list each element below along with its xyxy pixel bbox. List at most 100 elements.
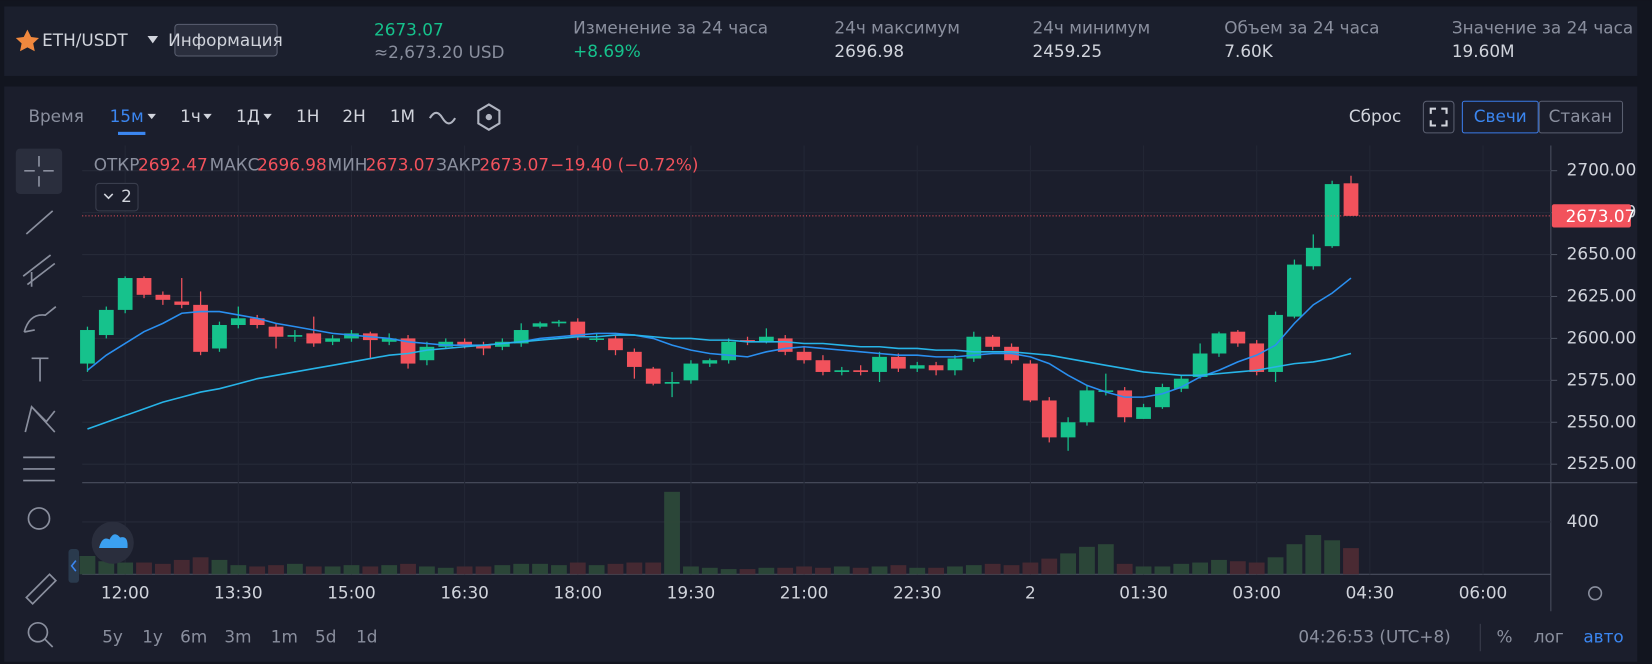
indicator-count: 2 bbox=[121, 186, 132, 206]
candle-body bbox=[1192, 353, 1208, 377]
legend-open: 2692.47 bbox=[138, 155, 208, 175]
interval-underline bbox=[118, 131, 146, 135]
candle-body bbox=[721, 341, 737, 361]
candle-body bbox=[1173, 378, 1189, 389]
candles-button-label[interactable]: Свечи bbox=[1474, 106, 1527, 126]
volume-bar bbox=[381, 565, 398, 575]
crosshair-tool[interactable] bbox=[24, 156, 54, 187]
candle-body bbox=[1041, 400, 1057, 438]
zoom-tool-handle bbox=[43, 637, 54, 648]
percent-toggle[interactable]: % bbox=[1496, 627, 1512, 647]
measure-tool[interactable] bbox=[23, 456, 55, 482]
candle-body bbox=[683, 363, 699, 381]
volume-bar bbox=[154, 563, 171, 575]
clock: 04:26:53 (UTC+8) bbox=[1298, 627, 1450, 647]
volume-bar bbox=[965, 565, 982, 575]
y-tick-label: 2600.00 bbox=[1567, 327, 1637, 347]
last-price-label: 2673.07 bbox=[1566, 206, 1636, 226]
stats: Изменение за 24 часа +8.69% 24ч максимум 26… bbox=[573, 18, 1633, 61]
volume-bar bbox=[1173, 563, 1190, 575]
info-button[interactable] bbox=[174, 23, 278, 57]
range-button[interactable]: 3m bbox=[224, 627, 251, 647]
intervals: 15м 1ч 1Д 1H 2H 1M bbox=[110, 106, 415, 135]
volume-bar bbox=[645, 562, 662, 575]
line-tool[interactable] bbox=[25, 210, 54, 235]
interval[interactable]: 1ч bbox=[180, 106, 201, 126]
moving-average bbox=[87, 334, 1352, 430]
volume-bar bbox=[1079, 546, 1095, 575]
candle-body bbox=[702, 360, 718, 364]
grid: 2525.00 2550.00 2575.00 2600.00 2625.00 2650.… bbox=[82, 145, 1637, 602]
candle-body bbox=[381, 338, 397, 342]
fullscreen-icon bbox=[1429, 107, 1448, 127]
log-toggle[interactable]: лог bbox=[1534, 627, 1564, 647]
volume-bar bbox=[173, 559, 190, 575]
range-button[interactable]: 5d bbox=[315, 627, 336, 647]
zoom-tool[interactable] bbox=[27, 621, 49, 643]
candle-body bbox=[570, 321, 586, 337]
indicator-icon[interactable] bbox=[428, 111, 457, 125]
candle-body bbox=[419, 346, 435, 361]
fullscreen-button[interactable] bbox=[1422, 100, 1455, 134]
range-button[interactable]: 6m bbox=[180, 627, 207, 647]
range-button[interactable]: 5y bbox=[102, 627, 123, 647]
candles-button[interactable] bbox=[1461, 100, 1539, 134]
stat-value: 2696.98 bbox=[834, 41, 904, 61]
volume-bar bbox=[1116, 563, 1133, 575]
candle-body bbox=[928, 365, 944, 371]
auto-toggle[interactable]: авто bbox=[1583, 627, 1623, 647]
time-label: Время bbox=[28, 106, 83, 126]
volume-bar bbox=[475, 566, 492, 575]
brush-tool[interactable] bbox=[23, 306, 57, 333]
volume-bar bbox=[1003, 565, 1020, 575]
favorite-star[interactable] bbox=[15, 29, 39, 52]
range-button[interactable]: 1y bbox=[142, 627, 163, 647]
volume-bar bbox=[871, 566, 888, 575]
interval[interactable]: 1Д bbox=[236, 106, 260, 126]
interval[interactable]: 1H bbox=[296, 106, 319, 126]
collapse-tab[interactable] bbox=[68, 549, 80, 583]
interval[interactable]: 2H bbox=[342, 106, 365, 126]
book-button-label[interactable]: Стакан bbox=[1549, 106, 1612, 126]
volume-bar bbox=[268, 565, 284, 575]
candle-body bbox=[947, 358, 963, 371]
settings-icon[interactable] bbox=[477, 103, 501, 131]
pattern-tool[interactable] bbox=[24, 405, 56, 433]
theme-icon[interactable] bbox=[1587, 586, 1603, 601]
volume-bar bbox=[796, 566, 812, 575]
volume-bar bbox=[815, 567, 831, 575]
volume-bar bbox=[1192, 562, 1209, 575]
symbol-dropdown[interactable] bbox=[147, 35, 159, 44]
candle-body bbox=[1268, 314, 1283, 372]
volume-bar bbox=[192, 557, 209, 575]
x-tick-label: 13:30 bbox=[214, 582, 263, 602]
range-button[interactable]: 1d bbox=[356, 627, 377, 647]
info-button-label[interactable]: Информация bbox=[168, 30, 283, 50]
candle-body bbox=[985, 336, 1001, 347]
fib-tool[interactable] bbox=[22, 254, 56, 287]
candle-body bbox=[1136, 407, 1151, 419]
volume-bar bbox=[286, 563, 303, 575]
volume-bar bbox=[249, 566, 266, 575]
text-tool[interactable] bbox=[31, 357, 49, 382]
emoji-tool[interactable] bbox=[27, 507, 51, 530]
volume-bar bbox=[98, 561, 115, 575]
candle-body bbox=[589, 338, 605, 340]
range-button[interactable]: 1m bbox=[271, 627, 298, 647]
crosshair-tool-bg[interactable] bbox=[15, 148, 63, 194]
volume-bar bbox=[607, 563, 624, 575]
collapse-icon bbox=[70, 560, 77, 572]
reset-button[interactable]: Сброс bbox=[1349, 106, 1401, 126]
interval[interactable]: 15м bbox=[110, 106, 144, 126]
candle-body bbox=[230, 318, 246, 325]
legend-high: 2696.98 bbox=[257, 155, 327, 175]
candle-body bbox=[1079, 390, 1095, 423]
indicator-toggle[interactable] bbox=[95, 182, 139, 212]
volume-bar bbox=[1267, 557, 1284, 575]
ruler-tool[interactable] bbox=[25, 573, 58, 606]
candle-body bbox=[834, 370, 850, 372]
interval[interactable]: 1M bbox=[390, 106, 415, 126]
book-button[interactable] bbox=[1538, 100, 1624, 134]
symbol[interactable]: ETH/USDT bbox=[42, 30, 128, 50]
